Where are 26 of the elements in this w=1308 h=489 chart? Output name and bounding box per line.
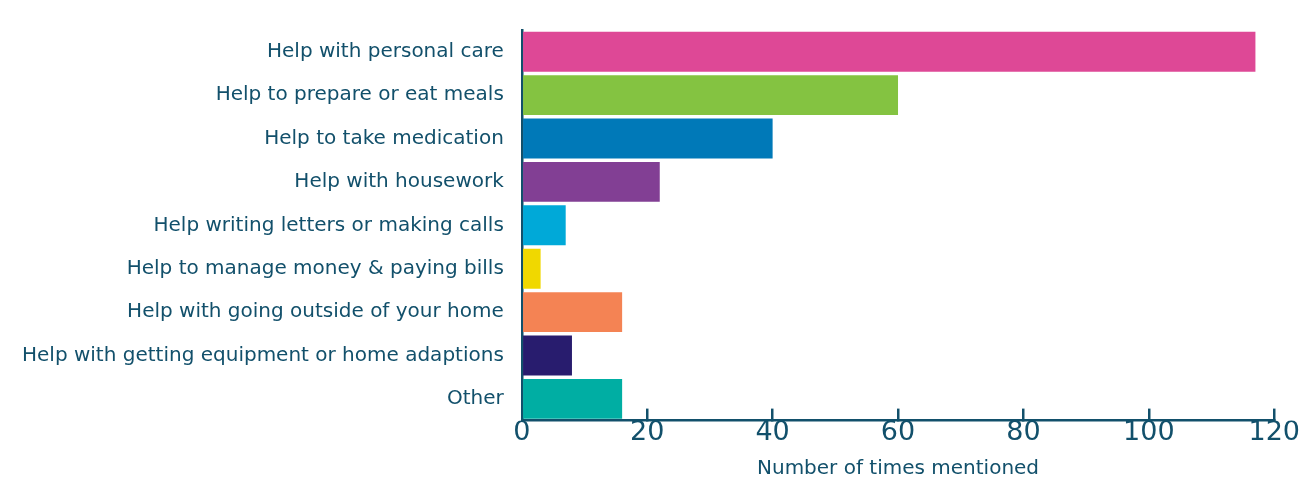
bar <box>523 248 541 289</box>
x-tick-label: 100 <box>1123 414 1175 446</box>
bar <box>523 205 566 246</box>
x-tick-label: 120 <box>1248 414 1301 446</box>
bar <box>523 161 660 202</box>
bar <box>523 75 899 116</box>
bar <box>523 31 1256 72</box>
bar <box>523 378 623 419</box>
bar <box>523 118 773 159</box>
y-tick-label: Help to prepare or eat meals <box>215 81 504 106</box>
y-tick-label: Help with going outside of your home <box>127 298 504 323</box>
x-axis-title: Number of times mentioned <box>756 455 1040 480</box>
y-tick-label: Help with getting equipment or home adaptions <box>21 341 504 366</box>
x-tick-label: 0 <box>513 414 531 446</box>
bar <box>523 335 572 376</box>
y-tick-label: Help to manage money & paying bills <box>126 254 504 279</box>
y-tick-label: Help to take medication <box>264 124 504 149</box>
y-tick-label: Other <box>447 385 505 410</box>
x-tick-label: 20 <box>630 414 665 446</box>
y-tick-label: Help writing letters or making calls <box>153 211 504 236</box>
y-tick-label: Help with personal care <box>266 37 504 62</box>
x-tick-label: 60 <box>880 414 916 446</box>
x-tick-label: 80 <box>1006 414 1041 446</box>
x-tick-label: 40 <box>755 414 790 446</box>
bar <box>523 292 623 333</box>
y-tick-label: Help with housework <box>294 168 505 193</box>
